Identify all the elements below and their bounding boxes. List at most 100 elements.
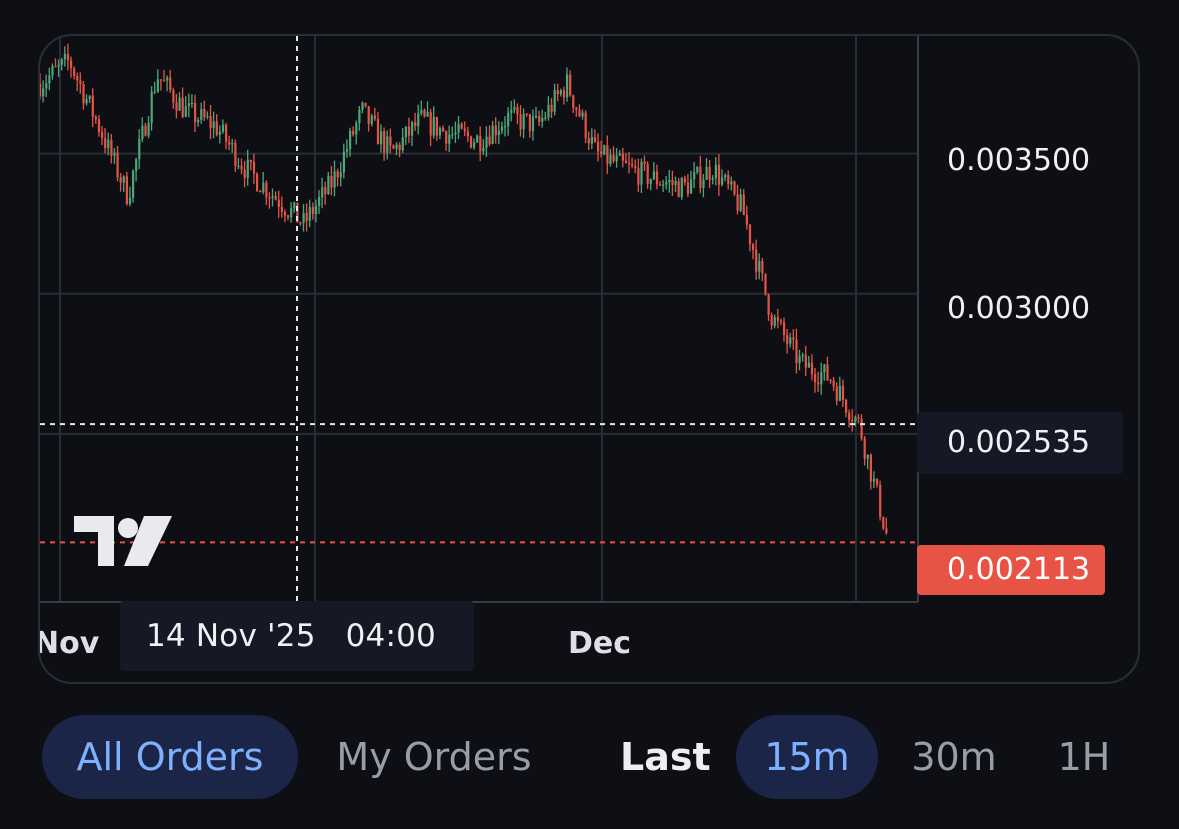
candle-body [63, 53, 66, 60]
candle-body [380, 131, 383, 145]
candle-body [42, 88, 45, 97]
candle-body [364, 102, 367, 107]
candle-body [857, 417, 860, 419]
candle-body [733, 181, 736, 195]
candle-body [54, 66, 57, 68]
candle-body [349, 130, 352, 150]
all-orders-tab[interactable]: All Orders [42, 715, 298, 799]
candle-body [163, 80, 166, 82]
candle-body [603, 145, 606, 155]
candle-body [804, 354, 807, 368]
candle-body [206, 116, 209, 118]
candle-body [293, 202, 296, 209]
candle-body [187, 103, 190, 107]
candle-body [786, 335, 789, 344]
candle-body [271, 196, 274, 198]
candle-body [432, 117, 435, 136]
candle-body [535, 116, 538, 118]
candle-body [376, 118, 380, 145]
candle-body [48, 75, 51, 84]
candle-body [398, 144, 401, 151]
interval-30m-button[interactable]: 30m [911, 735, 997, 779]
candle-body [404, 126, 407, 138]
candle-body [690, 179, 693, 194]
interval-1h-button[interactable]: 1H [1057, 735, 1111, 779]
candle-body [234, 143, 237, 166]
candle-body [370, 115, 373, 124]
price-chart[interactable] [40, 36, 1140, 684]
candle-body [597, 141, 600, 152]
candle-body [485, 136, 488, 148]
order-toolbar: All Orders My Orders Last 15m 30m 1H [0, 715, 1179, 803]
candle-body [463, 128, 466, 132]
candle-body [246, 159, 249, 179]
my-orders-tab[interactable]: My Orders [336, 735, 532, 779]
candle-body [373, 115, 376, 119]
candle-body [215, 121, 218, 135]
candle-body [838, 385, 841, 401]
candle-body [581, 112, 584, 117]
candle-body [717, 164, 721, 185]
candle-body [197, 119, 200, 123]
candle-body [116, 152, 119, 178]
candle-body [141, 125, 144, 140]
crosshair-time: 04:00 [345, 618, 436, 654]
candle-body [194, 102, 197, 123]
candle-body [783, 322, 786, 336]
candle-body [500, 126, 504, 131]
candle-body [640, 161, 643, 185]
crosshair-date: 14 Nov '25 [146, 618, 316, 654]
candle-body [814, 374, 817, 383]
candle-body [708, 166, 711, 180]
candle-body [132, 170, 135, 198]
candle-body [135, 159, 138, 171]
candle-body [60, 59, 63, 65]
candle-body [70, 60, 73, 69]
candle-body [172, 89, 175, 103]
candle-body [779, 320, 783, 323]
candle-body [795, 339, 798, 364]
candle-body [147, 123, 150, 136]
candle-body [752, 244, 755, 250]
candle-body [367, 106, 370, 124]
candle-body [361, 102, 364, 110]
candle-body [528, 114, 531, 132]
candle-body [724, 175, 727, 178]
candle-body [578, 109, 581, 117]
x-axis-label-dec: Dec [568, 626, 632, 661]
candle-body [79, 80, 82, 85]
candle-body [631, 163, 634, 166]
last-label: Last [620, 735, 711, 779]
candle-body [166, 77, 169, 81]
candle-body [122, 176, 125, 183]
candle-body [742, 194, 745, 215]
candle-body [85, 98, 88, 104]
candle-body [336, 171, 339, 178]
candle-body [615, 155, 618, 162]
candle-body [823, 364, 826, 373]
candle-body [51, 66, 54, 76]
candle-body [876, 478, 879, 485]
candle-body [423, 110, 426, 117]
candle-body [845, 399, 848, 413]
candle-body [305, 212, 308, 221]
candle-body [556, 90, 559, 95]
candle-body [262, 182, 265, 193]
candle-body [274, 196, 277, 200]
candle-body [150, 91, 153, 124]
candle-body [249, 159, 252, 162]
candle-body [522, 113, 525, 130]
candle-body [125, 176, 128, 204]
candle-body [686, 182, 690, 194]
candle-body [175, 102, 178, 111]
candle-body [866, 454, 869, 459]
interval-15m-button[interactable]: 15m [736, 715, 878, 799]
price-chart-card[interactable]: 0.003500 0.003000 0.002535 0.002113 Nov … [38, 34, 1140, 684]
candle-body [225, 124, 228, 142]
candle-body [659, 184, 662, 186]
candle-body [314, 205, 318, 215]
candle-body [82, 84, 85, 104]
candle-body [265, 182, 268, 198]
candle-body [342, 151, 345, 173]
candle-body [178, 97, 181, 111]
